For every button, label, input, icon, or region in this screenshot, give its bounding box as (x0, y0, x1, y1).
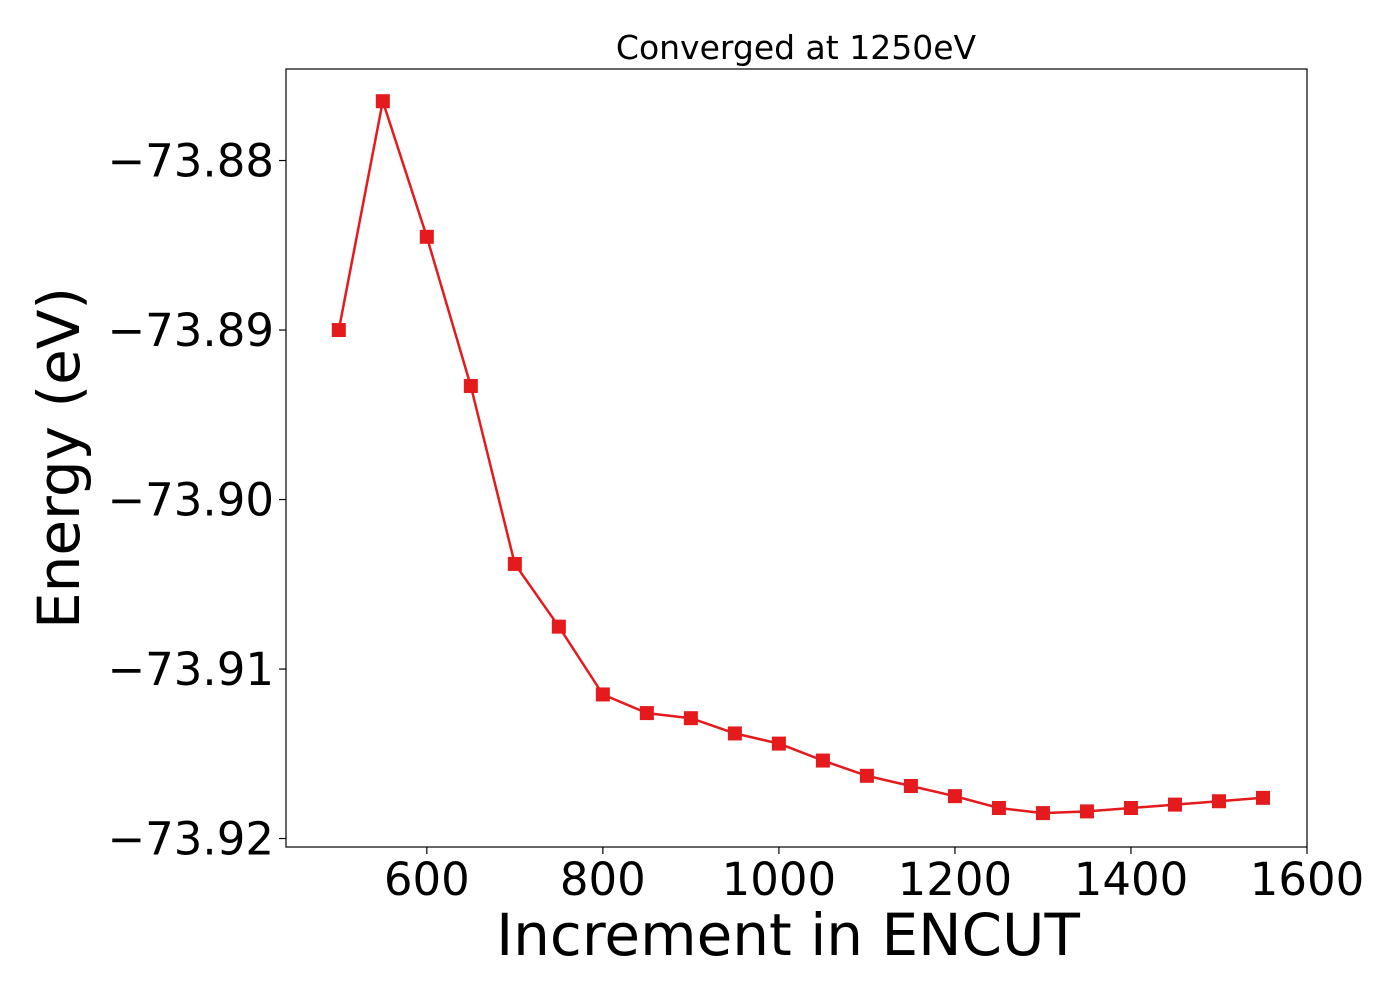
y-tick-label: −73.92 (107, 813, 274, 866)
x-tick-label: 1000 (722, 853, 837, 906)
data-point-marker (683, 711, 698, 726)
series-line (337, 99, 1264, 815)
data-point-marker (551, 619, 566, 634)
x-tick-label: 1600 (1250, 853, 1365, 906)
y-axis-label: Energy (eV) (25, 287, 93, 629)
data-point-marker (375, 94, 390, 109)
data-point-marker (639, 706, 654, 721)
data-point-marker (903, 778, 918, 793)
data-point-marker (859, 768, 874, 783)
y-tick-label: −73.90 (107, 474, 274, 527)
data-point-marker (727, 726, 742, 741)
x-tick-label: 600 (384, 853, 470, 906)
data-point-marker (507, 556, 522, 571)
data-point-marker (991, 801, 1006, 816)
data-point-marker (419, 229, 434, 244)
y-tick-label: −73.91 (107, 643, 274, 696)
data-point-marker (331, 323, 346, 338)
data-point-marker (463, 378, 478, 393)
data-point-marker (1255, 790, 1270, 805)
x-tick-label: 800 (560, 853, 646, 906)
data-point-marker (815, 753, 830, 768)
data-point-marker (1035, 806, 1050, 821)
x-tick-label: 1200 (898, 853, 1013, 906)
chart-title: Converged at 1250eV (616, 28, 977, 67)
y-tick-label: −73.89 (107, 304, 274, 357)
data-point-marker (1123, 801, 1138, 816)
data-point-marker (947, 789, 962, 804)
data-point-marker (1079, 804, 1094, 819)
y-axis: −73.88 −73.89 −73.90 −73.91 −73.92 (107, 135, 286, 866)
plot-area-frame (285, 68, 1308, 848)
x-tick-label: 1400 (1074, 853, 1189, 906)
x-axis: 600 800 1000 1200 1400 1600 (384, 847, 1364, 906)
data-point-marker (595, 687, 610, 702)
data-point-marker (1167, 797, 1182, 812)
series-layer (331, 94, 1270, 821)
x-axis-label: Increment in ENCUT (496, 901, 1080, 969)
y-tick-label: −73.88 (107, 135, 274, 188)
data-point-marker (1211, 794, 1226, 809)
data-point-marker (771, 736, 786, 751)
